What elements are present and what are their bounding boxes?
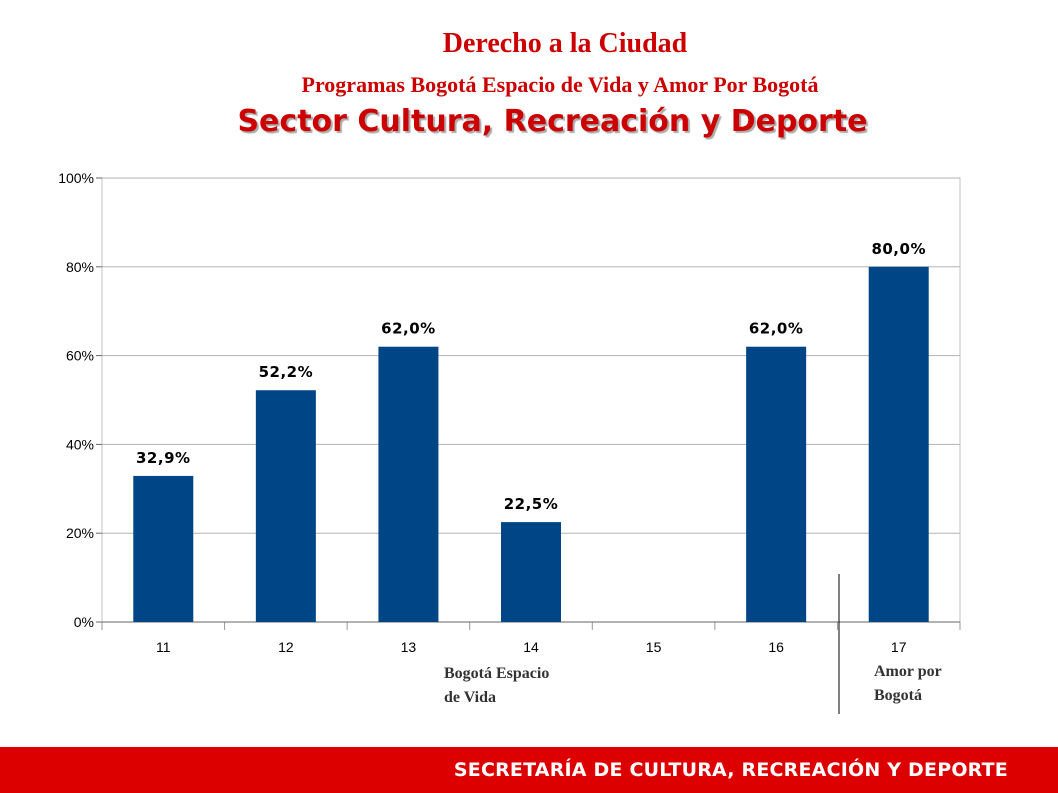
x-tick-label: 16 [768,639,784,655]
y-tick-label: 20% [66,525,94,541]
y-tick-label: 0% [74,614,94,630]
data-label: 32,9% [136,449,191,467]
y-tick-label: 80% [66,259,94,275]
y-tick-label: 60% [66,348,94,364]
bar-11 [133,475,194,622]
group-label-line: Amor por [874,663,942,680]
page-subtitle: Programas Bogotá Espacio de Vida y Amor … [301,72,819,97]
page-title: Derecho a la Ciudad [442,28,688,59]
y-tick-label: 100% [58,170,94,186]
data-label: 62,0% [381,320,436,338]
data-label: 62,0% [749,320,804,338]
bar-17 [868,266,929,622]
bar-13 [378,346,439,622]
x-tick-label: 14 [523,639,539,655]
x-tick-label: 11 [156,639,171,655]
bar-14 [501,522,561,622]
group-label-line: de Vida [444,689,497,706]
footer-text: SECRETARÍA DE CULTURA, RECREACIÓN Y DEPO… [453,759,1008,781]
group-label-bogota-espacio-de-vida: Bogotá Espacio de Vida [444,662,549,710]
x-tick-label: 17 [891,639,907,655]
sector-title: Sector Cultura, Recreación y Deporte [237,104,868,139]
group-label-amor-por-bogota: Amor por Bogotá [874,660,942,708]
bar-12 [255,390,316,622]
bar-16 [746,346,807,622]
data-label: 80,0% [871,240,926,258]
group-label-line: Bogotá Espacio [444,665,550,682]
x-tick-label: 13 [401,639,417,655]
y-tick-label: 40% [66,436,94,452]
footer-bar: SECRETARÍA DE CULTURA, RECREACIÓN Y DEPO… [0,747,1058,793]
data-label: 22,5% [504,495,559,513]
group-label-line: Bogotá [874,687,922,704]
x-tick-label: 12 [278,639,294,655]
data-label: 52,2% [259,363,314,381]
x-tick-label: 15 [646,639,662,655]
